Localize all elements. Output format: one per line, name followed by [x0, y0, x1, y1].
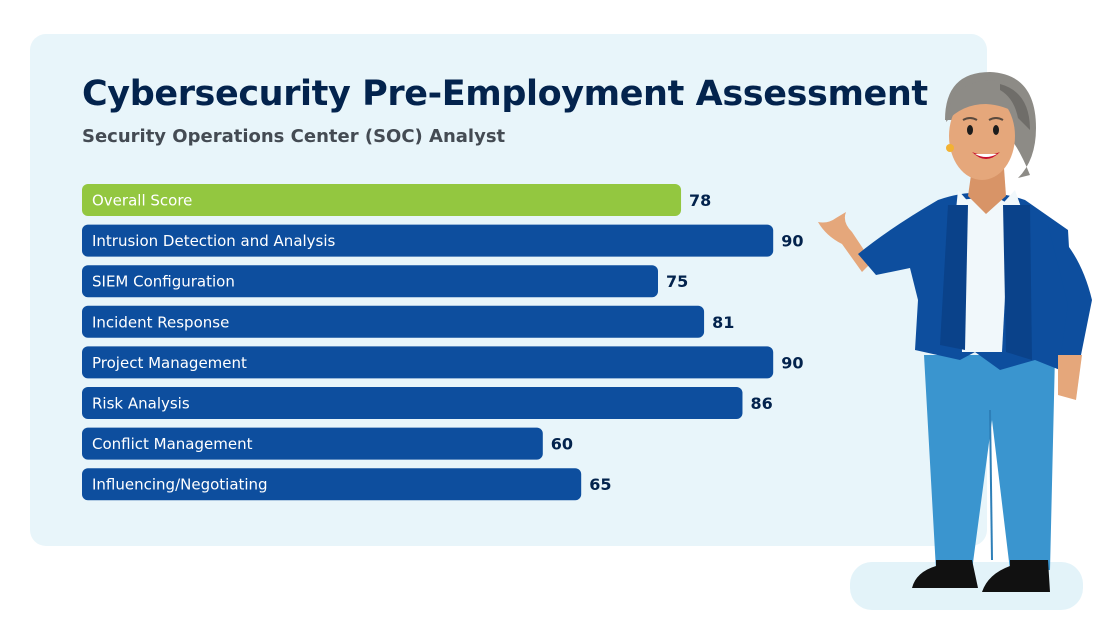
bar-intrusion-detection-and-analysis: [82, 224, 774, 257]
bar-risk-analysis: [82, 387, 743, 419]
bar-value-intrusion-detection-and-analysis: 90: [781, 232, 803, 251]
bar-label-overall-score: Overall Score: [92, 192, 192, 210]
bar-label-incident-response: Incident Response: [92, 313, 229, 331]
bar-conflict-management: [82, 427, 543, 460]
bar-value-siem-configuration: 75: [666, 272, 688, 291]
bar-siem-configuration: [82, 265, 658, 298]
bar-value-conflict-management: 60: [551, 435, 573, 454]
bar-overall-score: [82, 184, 682, 216]
bar-label-risk-analysis: Risk Analysis: [92, 395, 190, 413]
bar-value-risk-analysis: 86: [750, 394, 772, 413]
bar-value-overall-score: 78: [689, 191, 711, 210]
bar-value-project-management: 90: [781, 353, 803, 372]
bar-label-project-management: Project Management: [92, 354, 247, 372]
bar-label-influencing-negotiating: Influencing/Negotiating: [92, 476, 268, 494]
bar-label-intrusion-detection-and-analysis: Intrusion Detection and Analysis: [92, 232, 336, 250]
bar-project-management: [82, 346, 774, 379]
presenter-illustration: [818, 72, 1092, 610]
bar-label-siem-configuration: SIEM Configuration: [92, 273, 235, 291]
bar-incident-response: [82, 305, 705, 338]
bar-value-influencing-negotiating: 65: [589, 475, 611, 494]
chart-title: Cybersecurity Pre-Employment Assessment: [82, 74, 928, 114]
bar-influencing-negotiating: [82, 468, 582, 501]
chart-subtitle: Security Operations Center (SOC) Analyst: [82, 126, 506, 147]
bar-value-incident-response: 81: [712, 313, 734, 332]
bar-label-conflict-management: Conflict Management: [92, 435, 253, 453]
